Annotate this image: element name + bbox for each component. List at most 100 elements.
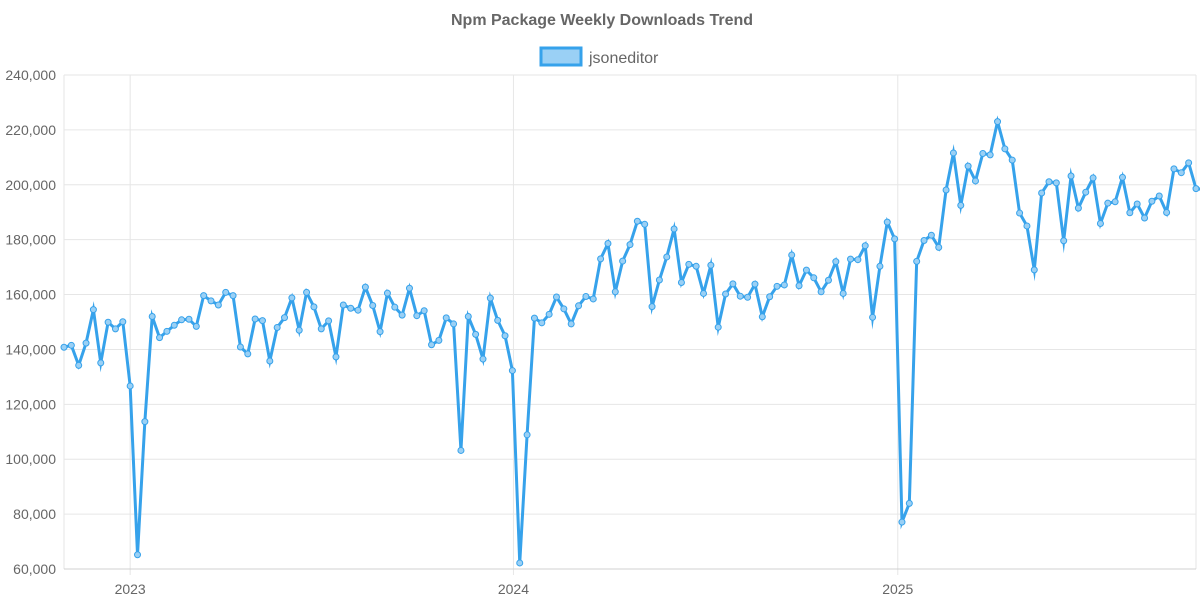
data-point[interactable]: [714, 323, 722, 331]
data-point[interactable]: [560, 305, 568, 313]
data-point[interactable]: [501, 332, 509, 340]
data-point[interactable]: [847, 255, 855, 263]
data-point[interactable]: [994, 118, 1002, 126]
data-point[interactable]: [883, 218, 891, 226]
data-point[interactable]: [258, 317, 266, 325]
data-point[interactable]: [677, 278, 685, 286]
data-point[interactable]: [361, 283, 369, 291]
data-point[interactable]: [1192, 185, 1200, 193]
data-point[interactable]: [472, 330, 480, 338]
data-point[interactable]: [641, 220, 649, 228]
data-point[interactable]: [869, 313, 877, 321]
data-point[interactable]: [508, 367, 516, 375]
data-point[interactable]: [288, 294, 296, 302]
data-point[interactable]: [1023, 222, 1031, 230]
data-point[interactable]: [339, 301, 347, 309]
data-point[interactable]: [927, 231, 935, 239]
data-point[interactable]: [1104, 199, 1112, 207]
data-point[interactable]: [545, 310, 553, 318]
data-point[interactable]: [244, 350, 252, 358]
data-point[interactable]: [464, 313, 472, 321]
data-point[interactable]: [876, 262, 884, 270]
data-point[interactable]: [383, 289, 391, 297]
data-point[interactable]: [891, 235, 899, 243]
data-point[interactable]: [75, 361, 83, 369]
data-point[interactable]: [971, 177, 979, 185]
data-point[interactable]: [332, 353, 340, 361]
data-point[interactable]: [134, 551, 142, 559]
data-point[interactable]: [310, 303, 318, 311]
data-point[interactable]: [964, 162, 972, 170]
data-point[interactable]: [281, 314, 289, 322]
data-point[interactable]: [1089, 174, 1097, 182]
data-point[interactable]: [111, 325, 119, 333]
data-point[interactable]: [589, 295, 597, 303]
data-point[interactable]: [1096, 219, 1104, 227]
data-point[interactable]: [405, 284, 413, 292]
data-point[interactable]: [148, 313, 156, 321]
data-point[interactable]: [457, 446, 465, 454]
data-point[interactable]: [266, 357, 274, 365]
data-point[interactable]: [295, 326, 303, 334]
data-point[interactable]: [1038, 189, 1046, 197]
data-point[interactable]: [207, 297, 215, 305]
data-point[interactable]: [1052, 179, 1060, 187]
data-point[interactable]: [369, 302, 377, 310]
data-point[interactable]: [611, 288, 619, 296]
data-point[interactable]: [935, 243, 943, 251]
data-point[interactable]: [1118, 173, 1126, 181]
data-point[interactable]: [780, 281, 788, 289]
data-point[interactable]: [802, 266, 810, 274]
data-point[interactable]: [898, 518, 906, 526]
data-point[interactable]: [986, 151, 994, 159]
data-point[interactable]: [530, 314, 538, 322]
data-point[interactable]: [567, 320, 575, 328]
data-point[interactable]: [251, 315, 259, 323]
data-point[interactable]: [163, 327, 171, 335]
data-point[interactable]: [839, 289, 847, 297]
data-point[interactable]: [619, 257, 627, 265]
data-point[interactable]: [692, 262, 700, 270]
data-point[interactable]: [413, 312, 421, 320]
data-point[interactable]: [1030, 266, 1038, 274]
data-point[interactable]: [170, 321, 178, 329]
data-point[interactable]: [1045, 178, 1053, 186]
data-point[interactable]: [347, 304, 355, 312]
data-point[interactable]: [1126, 209, 1134, 217]
data-point[interactable]: [736, 292, 744, 300]
data-point[interactable]: [1148, 197, 1156, 205]
data-point[interactable]: [236, 343, 244, 351]
data-point[interactable]: [273, 323, 281, 331]
data-point[interactable]: [552, 293, 560, 301]
data-point[interactable]: [766, 293, 774, 301]
data-point[interactable]: [582, 292, 590, 300]
data-point[interactable]: [442, 314, 450, 322]
data-point[interactable]: [773, 282, 781, 290]
data-point[interactable]: [810, 274, 818, 282]
data-point[interactable]: [141, 418, 149, 426]
legend[interactable]: jsoneditor: [539, 46, 659, 67]
data-point[interactable]: [758, 313, 766, 321]
data-point[interactable]: [1001, 145, 1009, 153]
data-point[interactable]: [597, 255, 605, 263]
data-point[interactable]: [428, 341, 436, 349]
data-point[interactable]: [795, 282, 803, 290]
data-point[interactable]: [1060, 237, 1068, 245]
data-point[interactable]: [222, 288, 230, 296]
data-point[interactable]: [89, 306, 97, 314]
data-point[interactable]: [655, 276, 663, 284]
data-point[interactable]: [751, 280, 759, 288]
data-point[interactable]: [920, 236, 928, 244]
data-point[interactable]: [200, 292, 208, 300]
data-point[interactable]: [523, 431, 531, 439]
data-point[interactable]: [1141, 214, 1149, 222]
data-point[interactable]: [1163, 209, 1171, 216]
data-point[interactable]: [494, 316, 502, 324]
data-point[interactable]: [824, 276, 832, 284]
data-point[interactable]: [391, 303, 399, 311]
data-point[interactable]: [420, 307, 428, 315]
data-point[interactable]: [788, 251, 796, 259]
data-point[interactable]: [722, 290, 730, 298]
data-point[interactable]: [303, 288, 311, 296]
data-point[interactable]: [1016, 209, 1024, 217]
